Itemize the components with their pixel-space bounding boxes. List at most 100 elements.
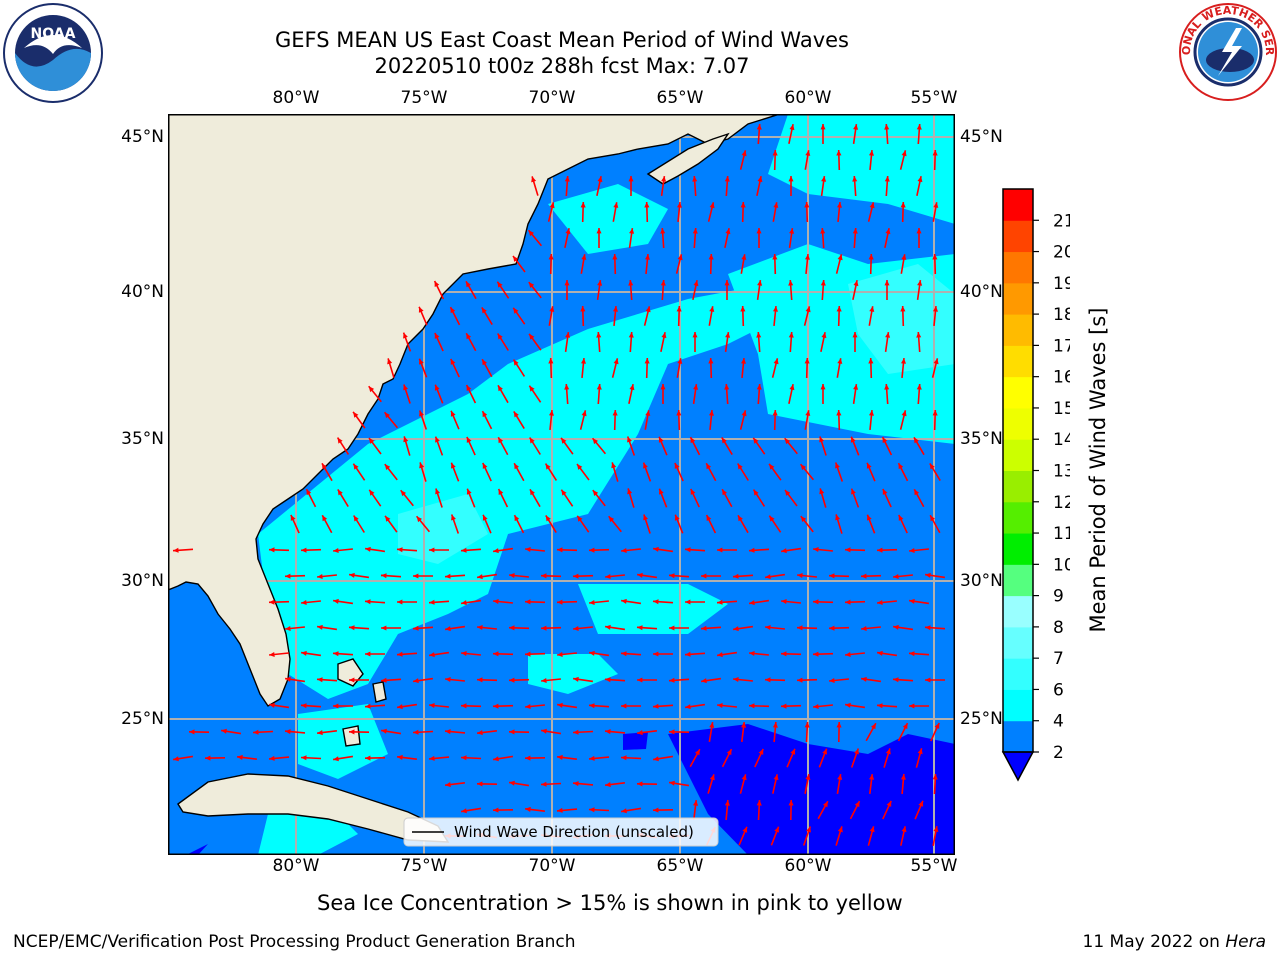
wind-wave-arrowhead	[333, 703, 339, 709]
wind-wave-arrowhead	[789, 228, 795, 234]
wind-wave-arrowhead	[413, 573, 419, 579]
lon-tick-top: 70°W	[528, 88, 576, 108]
wind-wave-arrowhead	[541, 625, 547, 631]
wind-wave-arrowhead	[869, 774, 875, 780]
wind-wave-arrowhead	[403, 332, 408, 339]
wind-wave-arrowhead	[788, 176, 794, 182]
wind-wave-arrowhead	[797, 625, 803, 631]
wind-wave-arrowhead	[909, 651, 915, 657]
wind-wave-arrowhead	[845, 652, 851, 657]
wind-wave-arrowhead	[837, 254, 843, 261]
wind-wave-arrowhead	[701, 678, 707, 684]
wind-wave-arrowhead	[573, 781, 579, 787]
wind-wave-arrowhead	[724, 384, 730, 390]
wind-wave-arrowhead	[573, 573, 579, 579]
lon-tick-bottom: 65°W	[656, 856, 704, 876]
wind-wave-arrowhead	[498, 385, 503, 392]
wind-wave-arrowhead	[477, 677, 483, 683]
wind-wave-arrowhead	[434, 384, 440, 391]
wind-wave-arrowhead	[466, 281, 471, 288]
wind-wave-arrowhead	[709, 410, 714, 416]
colorbar-tick-label: 7	[1053, 649, 1064, 669]
colorbar-segment	[1003, 407, 1033, 440]
colorbar-segment	[1003, 626, 1033, 659]
wind-wave-arrowhead	[877, 547, 883, 553]
wind-wave-arrowhead	[285, 676, 291, 682]
wind-wave-arrowhead	[738, 515, 743, 522]
colorbar-tick-label: 17	[1053, 336, 1070, 356]
wind-wave-arrowhead	[852, 176, 858, 182]
colorbar-segment	[1003, 220, 1033, 253]
wind-wave-arrowhead	[901, 254, 907, 260]
colorbar-tick-label: 10	[1053, 555, 1070, 575]
wind-wave-arrowhead	[676, 410, 682, 416]
wind-wave-arrowhead	[612, 254, 618, 260]
noaa-logo-icon: NOAA	[3, 3, 103, 103]
wind-wave-arrowhead	[269, 702, 275, 708]
wind-wave-arrowhead	[835, 514, 841, 521]
wind-wave-arrowhead	[418, 306, 424, 313]
wind-wave-arrowhead	[581, 358, 586, 364]
wind-wave-arrowhead	[481, 307, 487, 314]
wind-wave-arrowhead	[893, 574, 899, 579]
wind-wave-arrowhead	[757, 280, 763, 286]
wind-wave-arrowhead	[836, 410, 842, 416]
wind-wave-arrowhead	[333, 756, 339, 762]
wind-wave-arrowhead	[269, 755, 275, 761]
wind-wave-arrowhead	[637, 625, 643, 631]
wind-wave-arrowhead	[445, 677, 451, 682]
wind-wave-arrowhead	[669, 625, 675, 631]
wind-wave-arrowhead	[772, 254, 778, 260]
wind-wave-arrowhead	[611, 462, 617, 469]
wind-wave-arrowhead	[765, 574, 771, 580]
wind-wave-arrowhead	[685, 547, 691, 553]
wind-wave-arrowhead	[597, 280, 603, 286]
wind-wave-arrowhead	[769, 515, 775, 522]
wind-wave-arrowhead	[724, 280, 730, 286]
colorbar-label: Mean Period of Wind Waves [s]	[1086, 307, 1110, 633]
wind-wave-arrowhead	[548, 358, 554, 364]
wind-wave-arrowhead	[461, 755, 467, 761]
wind-wave-arrowhead	[365, 755, 371, 761]
wind-wave-arrowhead	[509, 729, 515, 735]
wind-wave-arrowhead	[384, 464, 391, 470]
wind-wave-arrowhead	[741, 254, 747, 260]
wind-wave-arrowhead	[869, 306, 875, 312]
wind-wave-arrowhead	[482, 411, 488, 418]
wind-wave-arrowhead	[901, 358, 906, 364]
wind-wave-arrowhead	[733, 573, 739, 579]
wind-wave-arrowhead	[685, 704, 691, 710]
wind-wave-arrowhead	[660, 384, 666, 390]
wind-wave-arrowhead	[589, 703, 595, 709]
wind-wave-arrowhead	[868, 254, 874, 260]
wind-wave-arrowhead	[916, 228, 922, 234]
wind-wave-arrowhead	[790, 748, 796, 755]
wind-wave-arrowhead	[451, 514, 456, 521]
colorbar-segment	[1003, 720, 1033, 753]
wind-wave-arrowhead	[781, 703, 787, 709]
wind-wave-arrowhead	[749, 547, 755, 553]
wind-wave-arrowhead	[466, 333, 472, 340]
wind-wave-arrowhead	[898, 463, 904, 470]
wind-wave-arrowhead	[837, 358, 843, 364]
wind-wave-arrowhead	[877, 650, 883, 656]
colorbar-segment	[1003, 439, 1033, 471]
wind-wave-arrowhead	[581, 410, 587, 417]
wind-wave-arrowhead	[813, 651, 819, 657]
wind-wave-arrowhead	[525, 755, 531, 761]
wind-wave-arrowhead	[853, 280, 859, 287]
wind-wave-arrowhead	[450, 410, 456, 417]
wind-wave-arrowhead	[749, 600, 755, 606]
wind-wave-arrowhead	[653, 546, 659, 552]
wind-wave-arrowhead	[529, 437, 535, 444]
wind-wave-arrowhead	[564, 176, 570, 182]
wind-wave-arrowhead	[773, 202, 779, 208]
colorbar-tick-label: 6	[1053, 680, 1064, 700]
wind-wave-arrowhead	[577, 464, 583, 470]
wind-wave-arrowhead	[349, 572, 355, 578]
colorbar-tick-label: 20	[1053, 243, 1070, 263]
wind-wave-arrowhead	[925, 625, 931, 631]
wind-wave-arrowhead	[900, 306, 906, 312]
wind-wave-arrowhead	[564, 280, 570, 286]
wind-wave-arrowhead	[613, 202, 619, 208]
